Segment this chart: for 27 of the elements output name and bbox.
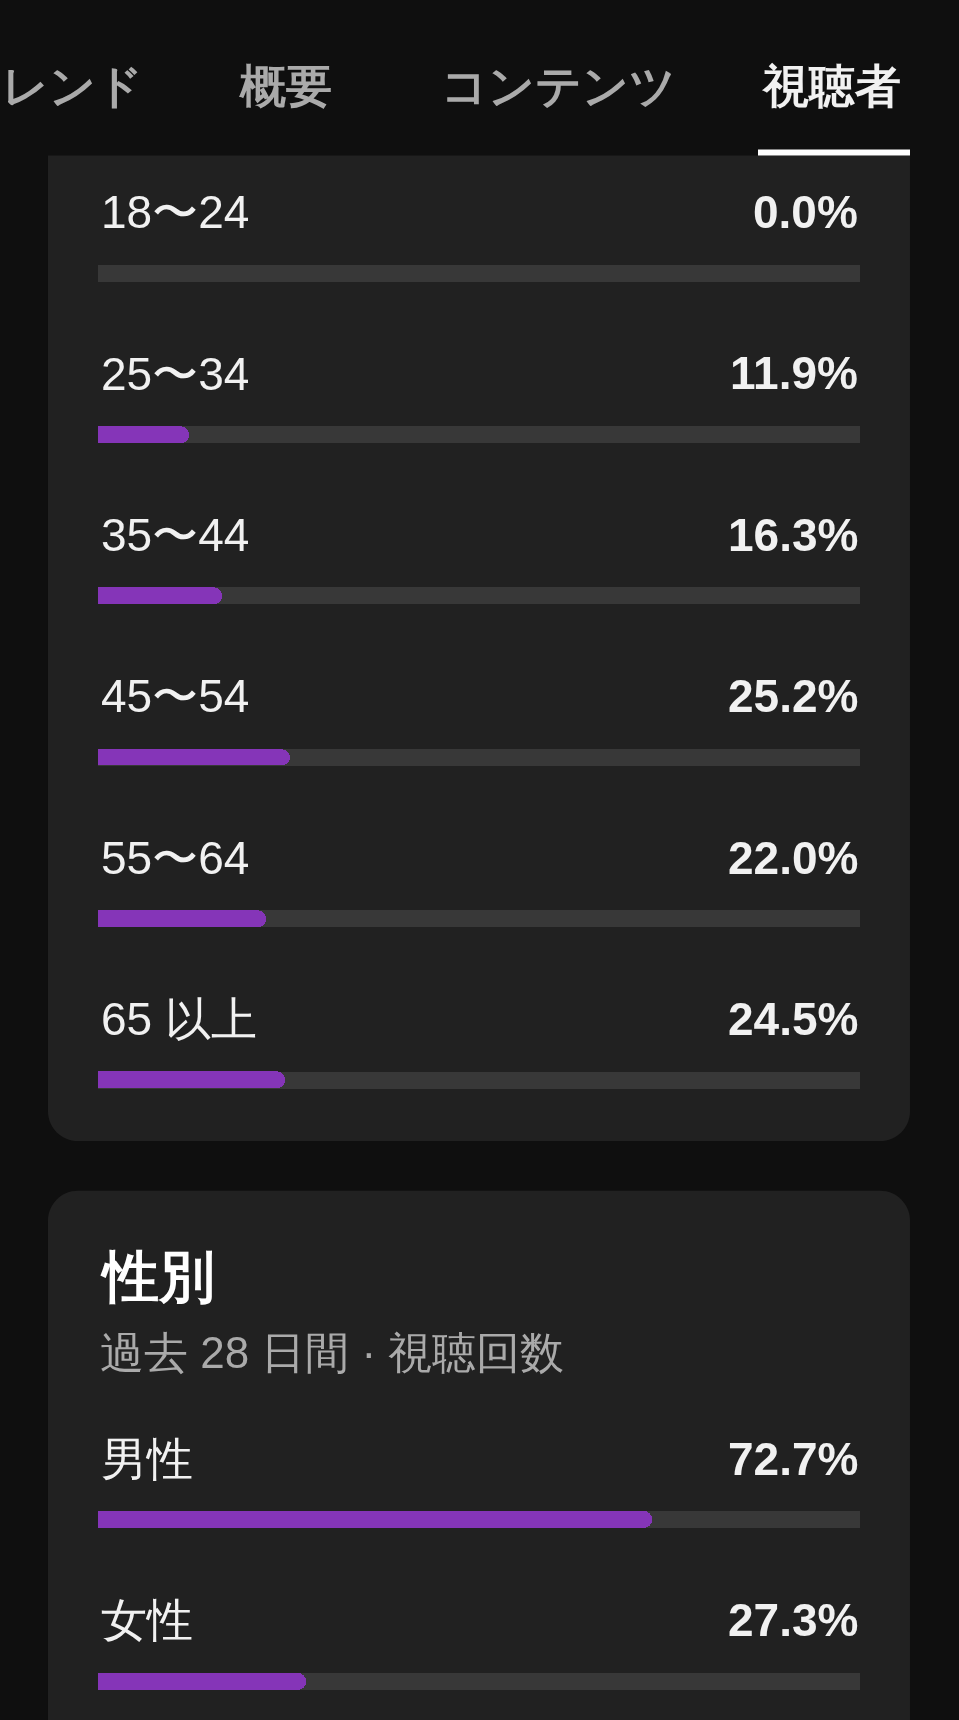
chart-title: 性別 [100, 1245, 215, 1308]
data-label: 72.7% [728, 1433, 859, 1485]
y-tick-label: 65 以上 [101, 993, 257, 1046]
text: 概要 [239, 60, 332, 112]
data-label: 24.5% [728, 993, 859, 1045]
bar [98, 1071, 285, 1089]
y-tick-label: 25〜34 [101, 347, 250, 400]
bar [98, 426, 189, 444]
text: 視聴者 [761, 60, 901, 112]
y-tick-label: 男性 [101, 1432, 193, 1485]
data-label: 16.3% [728, 509, 859, 561]
bar [98, 910, 266, 928]
y-tick-label: 35〜44 [101, 509, 250, 562]
bar [98, 587, 222, 605]
chart-subtitle: 過去 28 日間 · 視聴回数 [100, 1328, 565, 1377]
data-label: 25.2% [728, 670, 859, 722]
data-label: 27.3% [728, 1594, 859, 1646]
text: コンテンツ [441, 60, 676, 112]
y-tick-label: 女性 [101, 1594, 193, 1647]
y-tick-label: 55〜64 [101, 831, 250, 884]
bar [98, 749, 290, 766]
data-label: 0.0% [753, 186, 858, 238]
data-label: 11.9% [730, 347, 858, 399]
y-tick-label: 18〜24 [101, 186, 250, 239]
data-label: 22.0% [728, 832, 859, 884]
text: レンド [2, 60, 143, 112]
y-tick-label: 45〜54 [101, 670, 250, 723]
